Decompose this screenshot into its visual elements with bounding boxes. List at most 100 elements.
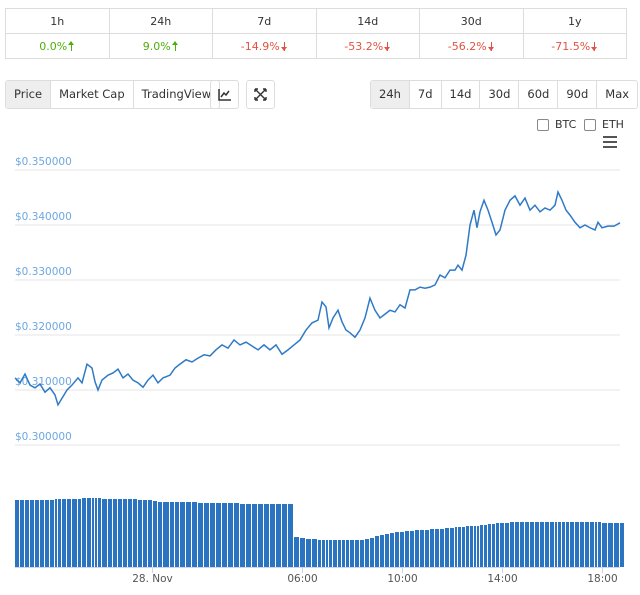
volume-bar (35, 500, 39, 567)
volume-bar (445, 528, 449, 567)
volume-bar (566, 522, 569, 567)
volume-bar (282, 504, 287, 567)
change-cell: -14.9% (212, 33, 317, 59)
period-header: 1h (5, 8, 110, 34)
volume-bar (590, 522, 594, 567)
range-button[interactable]: 24h (371, 81, 409, 108)
volume-bar (170, 502, 174, 567)
volume-bar (276, 504, 281, 567)
volume-bar (375, 536, 379, 567)
y-tick-label: $0.310000 (15, 376, 72, 388)
range-button[interactable]: 14d (440, 81, 480, 108)
volume-bar (143, 500, 147, 567)
volume-bar (435, 529, 439, 567)
volume-bar (288, 504, 293, 567)
volume-bar (450, 528, 454, 567)
volume-bar (510, 522, 514, 567)
volume-bar (58, 499, 61, 567)
volume-bar (462, 527, 465, 567)
volume-bar (458, 527, 461, 567)
volume-bar (440, 529, 444, 567)
volume-bar (620, 523, 624, 567)
volume-bar (410, 531, 414, 567)
checkbox[interactable]: BTC (537, 118, 576, 131)
volume-bar (228, 503, 233, 567)
volume-bar (25, 500, 29, 567)
volume-bar (102, 499, 107, 567)
icon (254, 88, 267, 101)
volume-bar (246, 504, 251, 567)
volume-bar (580, 522, 584, 567)
change-cell: -71.5% (522, 33, 627, 59)
volume-bar (466, 526, 469, 567)
icon (218, 89, 231, 101)
volume-bar (234, 503, 239, 567)
change-cell: 9.0% (108, 33, 213, 59)
y-tick-label: $0.330000 (15, 266, 72, 278)
volume-bar (477, 526, 479, 567)
volume-bar (40, 500, 44, 567)
volume-bar (222, 503, 227, 567)
volume-bar (425, 530, 429, 567)
change-value: -71.5% (551, 39, 591, 53)
change-arrow (68, 40, 75, 51)
range-button[interactable]: 60d (518, 81, 557, 108)
tab[interactable]: Price (6, 81, 51, 108)
volume-bar (82, 498, 86, 567)
volume-bar (455, 527, 457, 567)
chart-icon-button[interactable] (210, 80, 239, 109)
change-arrow (171, 40, 179, 51)
change-value: -14.9% (240, 39, 280, 53)
volume-bar (480, 525, 483, 567)
volume-bar (420, 530, 424, 567)
tab[interactable]: TradingView (132, 81, 219, 108)
volume-bar (252, 504, 257, 567)
volume-bar (488, 524, 491, 567)
volume-bar (360, 540, 364, 567)
volume-bar (87, 498, 91, 567)
volume-bar (210, 503, 215, 567)
change-value: -56.2% (447, 39, 487, 53)
price-line (14, 189, 621, 407)
volume-bar (385, 534, 389, 567)
volume-bar (133, 499, 137, 567)
tab[interactable]: Market Cap (50, 81, 133, 108)
change-table: 1h 24h 7d 14d 30d 1y 0.0% 9.0% -14.9% -53.2% -56.2… (5, 8, 627, 59)
volume-bar (326, 540, 328, 567)
volume-bar (608, 523, 613, 567)
menu-button[interactable] (602, 135, 622, 149)
volume-bar (350, 540, 354, 567)
change-cell: -56.2% (419, 33, 524, 59)
volume-bar (138, 500, 142, 567)
volume-bar (380, 535, 384, 567)
volume-bar (322, 540, 325, 567)
volume-bar (20, 500, 24, 567)
volume-bar (30, 500, 34, 567)
volume-bar (535, 522, 539, 567)
range-button[interactable]: 7d (408, 81, 441, 108)
range-button[interactable]: 90d (557, 81, 596, 108)
volume-bar (175, 502, 179, 567)
range-button[interactable]: Max (596, 81, 637, 108)
volume-bar (515, 522, 519, 567)
volume-bar (204, 503, 209, 567)
change-arrow (591, 41, 598, 51)
volume-bar (329, 540, 332, 567)
volume-bar (118, 499, 122, 567)
change-cell: -53.2% (315, 33, 420, 59)
range-button[interactable]: 30d (479, 81, 518, 108)
volume-bar (72, 499, 77, 567)
change-arrow (280, 41, 288, 51)
fullscreen-button[interactable] (246, 80, 275, 109)
volume-bar (98, 498, 101, 567)
period-header: 30d (419, 8, 524, 34)
volume-bar (338, 540, 341, 567)
volume-bar (400, 532, 404, 567)
checkbox-label: ETH (602, 118, 624, 131)
volume-bar (148, 500, 152, 567)
checkbox[interactable]: ETH (584, 118, 624, 131)
volume-bar (62, 499, 66, 567)
x-tick-label: 10:00 (387, 573, 417, 585)
volume-bar (240, 504, 245, 567)
